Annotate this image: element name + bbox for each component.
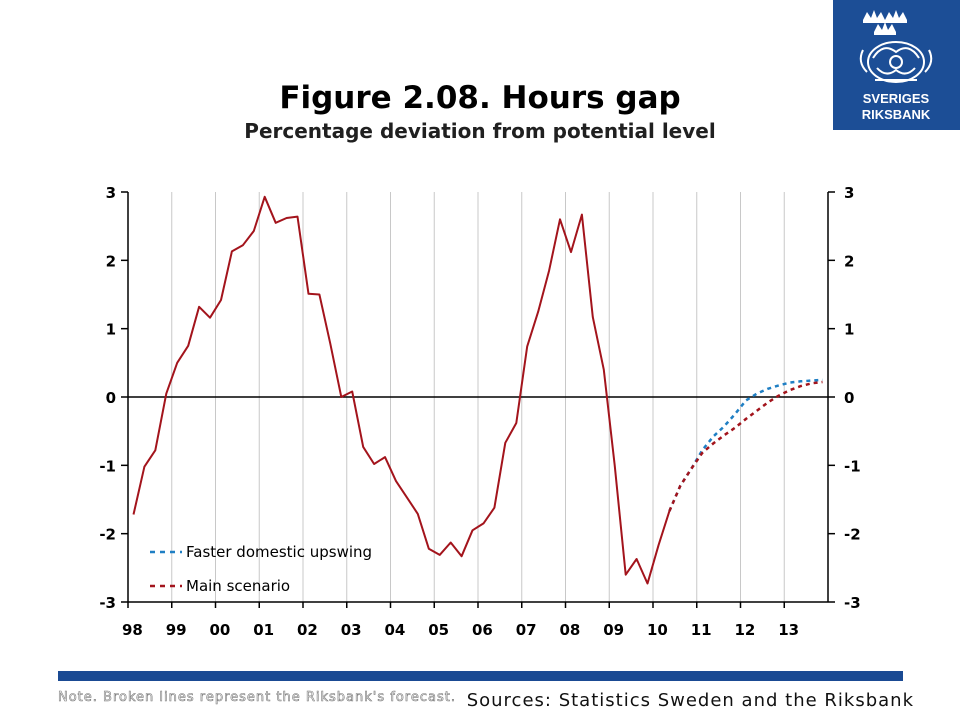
chart-title: Figure 2.08. Hours gap	[279, 80, 681, 116]
legend-label: Main scenario	[186, 577, 290, 595]
x-tick-label: 02	[297, 621, 318, 639]
legend-label: Faster domestic upswing	[186, 543, 372, 561]
x-tick-label: 11	[691, 621, 712, 639]
series-line-main-scenario	[668, 380, 823, 512]
x-tick-label: 12	[734, 621, 755, 639]
y-tick-label-left: -1	[99, 457, 116, 475]
y-tick-label-right: 1	[844, 321, 854, 339]
x-tick-label: 00	[209, 621, 230, 639]
crown-icon	[863, 10, 907, 35]
series-line-faster-domestic-upswing	[668, 378, 823, 512]
x-tick-label: 04	[384, 621, 405, 639]
x-tick-label: 01	[253, 621, 274, 639]
x-tick-label: 05	[428, 621, 449, 639]
riksbank-logo: SVERIGES RIKSBANK	[833, 0, 960, 130]
y-tick-label-left: 2	[106, 252, 116, 270]
x-tick-label: 10	[647, 621, 668, 639]
logo-text-line1: SVERIGES	[863, 91, 930, 106]
y-tick-label-right: -2	[844, 526, 861, 544]
y-tick-label-left: -3	[99, 594, 116, 612]
sources-text: Sources: Statistics Sweden and the Riksb…	[466, 690, 914, 711]
y-tick-label-left: -2	[99, 526, 116, 544]
legend: Faster domestic upswing Main scenario	[150, 543, 372, 595]
x-tick-label: 13	[778, 621, 799, 639]
y-tick-label-right: 2	[844, 252, 854, 270]
chart-subtitle: Percentage deviation from potential leve…	[244, 119, 716, 143]
y-tick-label-left: 3	[106, 184, 116, 202]
x-tick-label: 08	[559, 621, 580, 639]
y-tick-label-right: 0	[844, 389, 854, 407]
y-tick-label-left: 0	[106, 389, 116, 407]
axes	[121, 191, 835, 608]
logo-text-line2: RIKSBANK	[862, 107, 931, 122]
y-tick-label-right: 3	[844, 184, 854, 202]
tick-labels: 3 32 21 10 0-1 -1-2 -2-3 -398 99 00 01 02 03 04 05 06 07…	[99, 184, 860, 639]
footer-bar	[58, 671, 903, 681]
series-lines	[132, 195, 823, 585]
x-tick-label: 07	[516, 621, 537, 639]
x-tick-label: 06	[472, 621, 493, 639]
series-line-outcome	[132, 195, 671, 585]
y-tick-label-right: -3	[844, 594, 861, 612]
y-tick-label-right: -1	[844, 457, 861, 475]
x-tick-label: 99	[166, 621, 187, 639]
riksbank-emblem-icon	[859, 41, 933, 83]
x-tick-label: 03	[341, 621, 362, 639]
x-tick-label: 09	[603, 621, 624, 639]
x-tick-label: 98	[122, 621, 143, 639]
y-tick-label-left: 1	[106, 321, 116, 339]
footnote: Note. Broken lines represent the Riksban…	[58, 690, 456, 706]
